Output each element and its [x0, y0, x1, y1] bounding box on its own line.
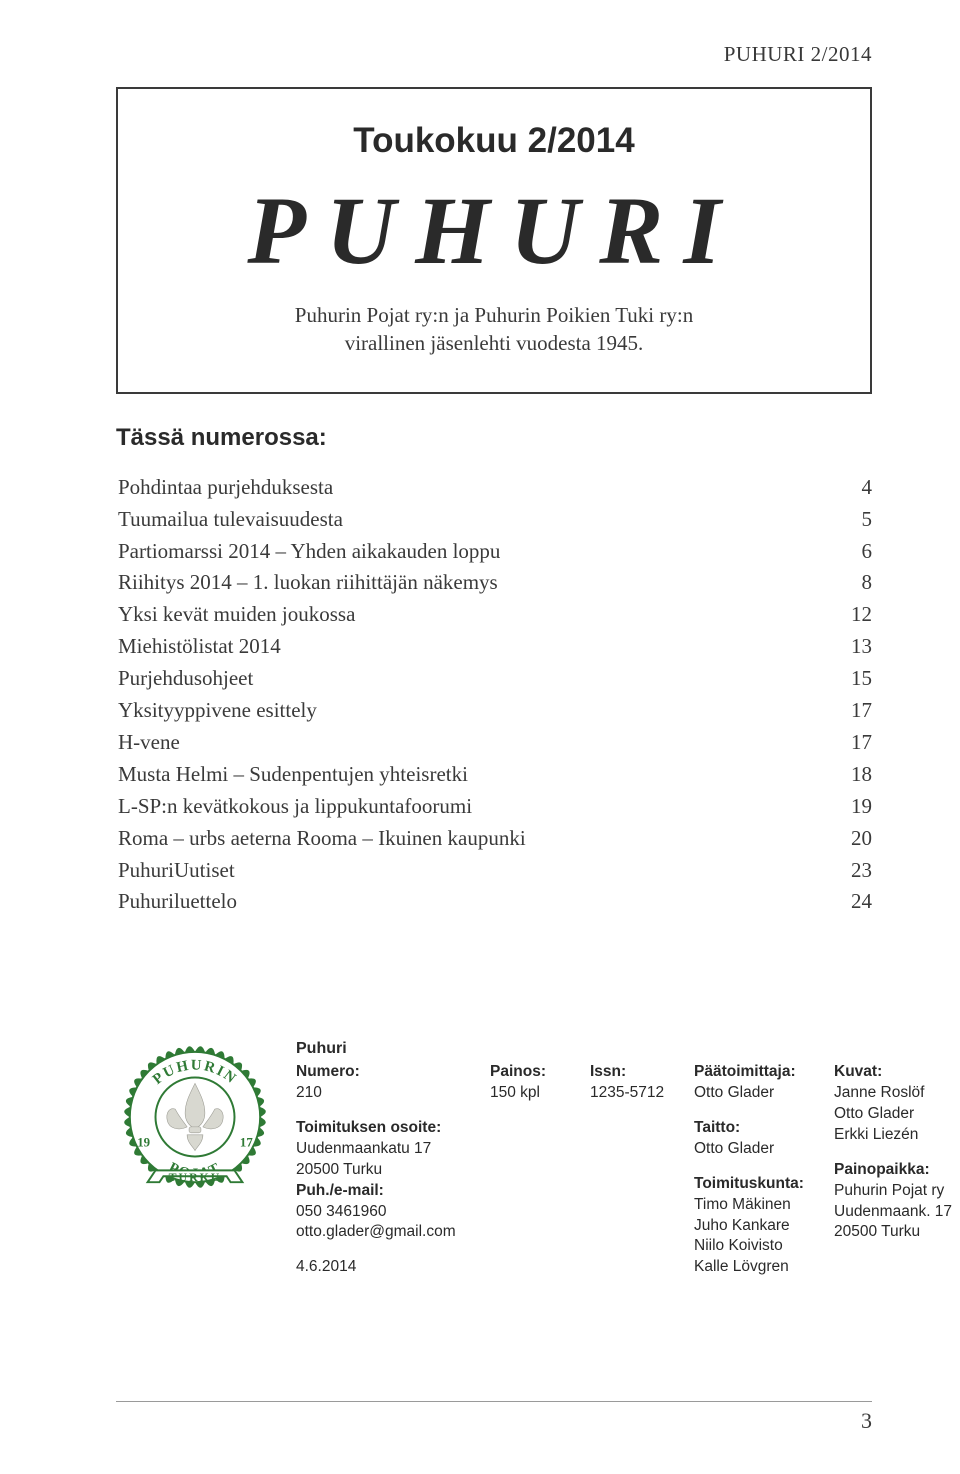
toc-item-label: Roma – urbs aeterna Rooma – Ikuinen kaup…	[118, 823, 526, 855]
subtitle-line-1: Puhurin Pojat ry:n ja Puhurin Poikien Tu…	[158, 301, 830, 329]
painos-label: Painos:	[490, 1062, 568, 1083]
toc-item-label: Musta Helmi – Sudenpentujen yhteisretki	[118, 759, 468, 791]
publication-brand: PUHURI	[158, 183, 830, 279]
toc-item-page: 19	[822, 791, 872, 823]
paatoimittaja-label: Päätoimittaja:	[694, 1062, 812, 1083]
issn-label: Issn:	[590, 1062, 672, 1083]
toc-item-label: L-SP:n kevätkokous ja lippukuntafoorumi	[118, 791, 472, 823]
painopaikka-label: Painopaikka:	[834, 1160, 958, 1181]
scout-emblem-icon: PUHURIN POJAT 19 17	[116, 1038, 274, 1196]
toc-item-label: PuhuriUutiset	[118, 855, 235, 887]
toc-row: L-SP:n kevätkokous ja lippukuntafoorumi 1…	[116, 791, 872, 823]
emblem-banner-text: TURKU	[169, 1171, 222, 1185]
toc-item-label: Pohdintaa purjehduksesta	[118, 472, 333, 504]
addr-line-2: 20500 Turku	[296, 1160, 468, 1181]
toc-row: Yksityyppivene esittely 17	[116, 695, 872, 727]
toimituskunta-3: Niilo Koivisto	[694, 1236, 812, 1257]
puh-email-label: Puh./e-mail:	[296, 1181, 468, 1202]
taitto-value: Otto Glader	[694, 1139, 812, 1160]
kuvat-3: Erkki Liezén	[834, 1125, 958, 1146]
toimituskunta-2: Juho Kankare	[694, 1216, 812, 1237]
toimituskunta-4: Kalle Lövgren	[694, 1257, 812, 1278]
title-box: Toukokuu 2/2014 PUHURI Puhurin Pojat ry:…	[116, 87, 872, 394]
toc-row: Miehistölistat 2014 13	[116, 631, 872, 663]
toc-item-label: Purjehdusohjeet	[118, 663, 253, 695]
page-number: 3	[861, 1408, 872, 1433]
toc-row: PuhuriUutiset 23	[116, 855, 872, 887]
numero-label: Numero:	[296, 1062, 468, 1083]
toimituskunta-1: Timo Mäkinen	[694, 1195, 812, 1216]
phone: 050 3461960	[296, 1202, 468, 1223]
toc-row: Pohdintaa purjehduksesta 4	[116, 472, 872, 504]
masthead-title: Puhuri	[296, 1038, 958, 1060]
masthead-col-4: Päätoimittaja: Otto Glader Taitto: Otto …	[694, 1062, 812, 1278]
toc-row: H-vene 17	[116, 727, 872, 759]
toc-item-label: Miehistölistat 2014	[118, 631, 281, 663]
painopaikka-1: Puhurin Pojat ry	[834, 1181, 958, 1202]
toc-item-label: Riihitys 2014 – 1. luokan riihittäjän nä…	[118, 567, 498, 599]
toc-row: Riihitys 2014 – 1. luokan riihittäjän nä…	[116, 567, 872, 599]
toc-row: Purjehdusohjeet 15	[116, 663, 872, 695]
toc-item-page: 23	[822, 855, 872, 887]
toc-item-page: 13	[822, 631, 872, 663]
toc-item-page: 24	[822, 886, 872, 918]
painos-value: 150 kpl	[490, 1083, 568, 1104]
kuvat-2: Otto Glader	[834, 1104, 958, 1125]
numero-value: 210	[296, 1083, 468, 1104]
kuvat-1: Janne Roslöf	[834, 1083, 958, 1104]
masthead-col-2: Painos: 150 kpl	[490, 1062, 568, 1278]
toc-item-page: 12	[822, 599, 872, 631]
toc-row: Partiomarssi 2014 – Yhden aikakauden lop…	[116, 536, 872, 568]
kuvat-label: Kuvat:	[834, 1062, 958, 1083]
toc-item-label: Partiomarssi 2014 – Yhden aikakauden lop…	[118, 536, 500, 568]
masthead-col-3: Issn: 1235-5712	[590, 1062, 672, 1278]
masthead-date: 4.6.2014	[296, 1257, 468, 1278]
toc-row: Puhuriluettelo 24	[116, 886, 872, 918]
page: PUHURI 2/2014 Toukokuu 2/2014 PUHURI Puh…	[0, 0, 960, 1474]
painopaikka-3: 20500 Turku	[834, 1222, 958, 1243]
toc-item-page: 5	[822, 504, 872, 536]
toc-item-page: 8	[822, 567, 872, 599]
issue-title: Toukokuu 2/2014	[158, 121, 830, 161]
masthead-col-1: Numero: 210 Toimituksen osoite: Uudenmaa…	[296, 1062, 468, 1278]
issn-value: 1235-5712	[590, 1083, 672, 1104]
toc-item-label: Puhuriluettelo	[118, 886, 237, 918]
subtitle-line-2: virallinen jäsenlehti vuodesta 1945.	[158, 329, 830, 357]
email: otto.glader@gmail.com	[296, 1222, 468, 1243]
toc-item-label: H-vene	[118, 727, 180, 759]
paatoimittaja-value: Otto Glader	[694, 1083, 812, 1104]
running-header: PUHURI 2/2014	[116, 42, 872, 67]
emblem-year-left: 19	[137, 1136, 150, 1150]
emblem-year-right: 17	[240, 1136, 253, 1150]
toc-item-page: 15	[822, 663, 872, 695]
toc-item-page: 17	[822, 695, 872, 727]
toc-row: Yksi kevät muiden joukossa 12	[116, 599, 872, 631]
toc-row: Roma – urbs aeterna Rooma – Ikuinen kaup…	[116, 823, 872, 855]
toc-item-page: 4	[822, 472, 872, 504]
toc-row: Tuumailua tulevaisuudesta 5	[116, 504, 872, 536]
toc-item-page: 6	[822, 536, 872, 568]
toc-list: Pohdintaa purjehduksesta4Tuumailua tulev…	[116, 472, 872, 919]
toc-item-label: Yksityyppivene esittely	[118, 695, 317, 727]
toc-row: Musta Helmi – Sudenpentujen yhteisretki 1…	[116, 759, 872, 791]
masthead-text: Puhuri Numero: 210 Toimituksen osoite: U…	[296, 1038, 958, 1278]
painopaikka-2: Uudenmaank. 17	[834, 1202, 958, 1223]
toc-item-page: 17	[822, 727, 872, 759]
toc-item-page: 18	[822, 759, 872, 791]
toim-osoite-label: Toimituksen osoite:	[296, 1118, 468, 1139]
taitto-label: Taitto:	[694, 1118, 812, 1139]
masthead-col-5: Kuvat: Janne Roslöf Otto Glader Erkki Li…	[834, 1062, 958, 1278]
toc-item-label: Yksi kevät muiden joukossa	[118, 599, 355, 631]
page-footer: 3	[116, 1401, 872, 1434]
toc-item-label: Tuumailua tulevaisuudesta	[118, 504, 343, 536]
masthead: PUHURIN POJAT 19 17	[116, 1038, 872, 1278]
toc-item-page: 20	[822, 823, 872, 855]
addr-line-1: Uudenmaankatu 17	[296, 1139, 468, 1160]
toc-heading: Tässä numerossa:	[116, 424, 872, 452]
toimituskunta-label: Toimituskunta:	[694, 1174, 812, 1195]
